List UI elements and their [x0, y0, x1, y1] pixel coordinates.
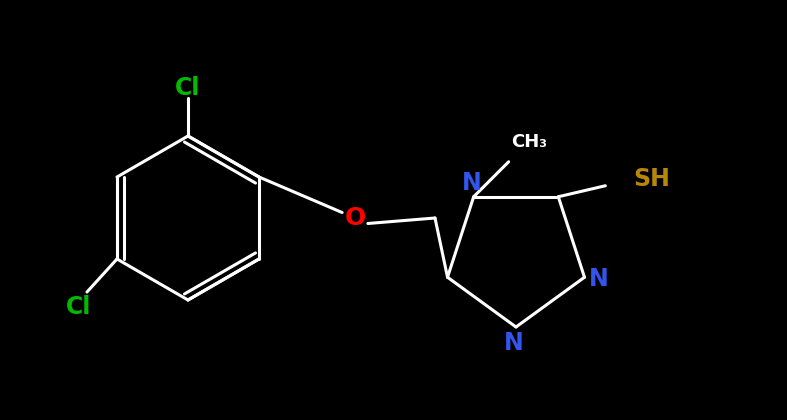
Text: N: N: [462, 171, 482, 195]
Text: O: O: [345, 206, 366, 230]
Text: N: N: [589, 267, 608, 291]
Text: SH: SH: [634, 167, 671, 191]
Text: N: N: [504, 331, 524, 355]
Text: Cl: Cl: [176, 76, 201, 100]
Text: Cl: Cl: [66, 295, 91, 319]
Text: CH₃: CH₃: [511, 133, 547, 151]
